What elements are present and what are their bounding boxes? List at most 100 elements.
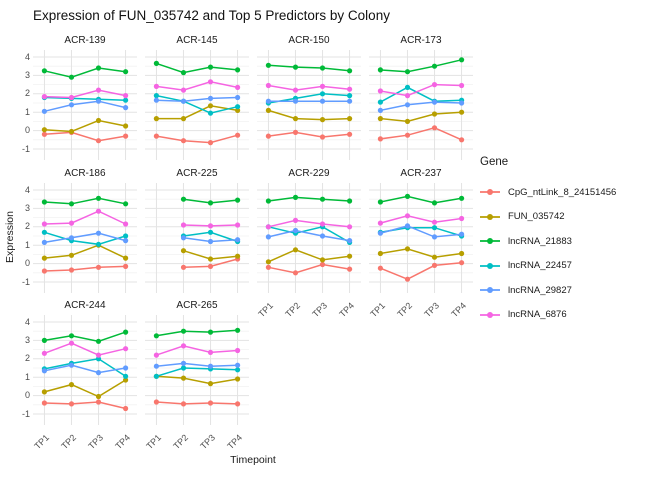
- y-tick-label: 3: [24, 202, 30, 213]
- series-line-lncRNA_21883: [268, 196, 350, 202]
- series-line-lncRNA_29827: [156, 96, 238, 102]
- data-point: [459, 82, 465, 89]
- data-point: [292, 247, 299, 253]
- data-point: [347, 68, 353, 74]
- data-point: [347, 266, 353, 272]
- data-point: [68, 362, 75, 368]
- data-point: [347, 238, 353, 244]
- data-point: [95, 399, 102, 405]
- data-point: [319, 134, 326, 140]
- data-point: [41, 368, 47, 374]
- series-line-CpG_ntLink_8_24151456: [156, 401, 238, 405]
- data-point: [153, 373, 159, 379]
- data-point: [68, 333, 75, 339]
- data-point: [123, 365, 129, 371]
- x-tick-label-text: TP4: [225, 432, 245, 452]
- x-tick-label-text: TP3: [86, 432, 106, 452]
- data-point: [235, 253, 241, 259]
- data-point: [153, 399, 159, 405]
- data-point: [180, 343, 187, 349]
- data-point: [235, 67, 241, 73]
- legend-item-lncRNA_21883: lncRNA_21883: [480, 229, 616, 254]
- series-line-lncRNA_22457: [44, 358, 127, 377]
- facet-title: ACR-244: [64, 300, 106, 311]
- series-line-lncRNA_29827: [268, 229, 350, 242]
- data-point: [123, 373, 129, 379]
- data-point: [180, 87, 187, 93]
- data-point: [404, 213, 411, 219]
- data-point: [235, 94, 241, 101]
- data-point: [41, 337, 47, 343]
- x-tick-label-text: TP2: [395, 300, 415, 320]
- data-point: [459, 137, 465, 143]
- data-point: [265, 264, 271, 270]
- legend-item-label: lncRNA_22457: [508, 260, 572, 272]
- legend: Gene CpG_ntLink_8_24151456 FUN_035742 lncR…: [480, 156, 616, 327]
- y-tick-label: 2: [24, 221, 30, 232]
- data-point: [180, 328, 187, 334]
- data-point: [319, 233, 326, 239]
- data-point: [292, 98, 299, 104]
- data-point: [347, 98, 353, 104]
- data-point: [431, 63, 438, 69]
- data-point: [123, 377, 129, 383]
- data-point: [41, 229, 47, 235]
- data-point: [404, 102, 411, 108]
- data-point: [207, 229, 214, 235]
- series-line-FUN_035742: [44, 379, 126, 398]
- data-point: [292, 227, 299, 234]
- series-line-lncRNA_21883: [268, 64, 350, 72]
- series-line-CpG_ntLink_8_24151456: [44, 131, 126, 142]
- data-point: [207, 263, 214, 269]
- series-line-lncRNA_6876: [156, 81, 238, 91]
- data-point: [292, 64, 299, 70]
- legend-item-label: FUN_035742: [508, 211, 565, 223]
- data-point: [207, 381, 214, 387]
- data-point: [95, 195, 102, 201]
- series-line-lncRNA_21883: [44, 67, 126, 78]
- series-line-lncRNA_6876: [156, 345, 238, 356]
- data-point: [431, 99, 438, 105]
- data-point: [235, 362, 241, 368]
- legend-item-lncRNA_22457: lncRNA_22457: [480, 254, 616, 279]
- series-line-lncRNA_22457: [268, 226, 350, 244]
- legend-key-icon: [480, 311, 500, 318]
- data-point: [41, 350, 47, 356]
- data-point: [41, 94, 47, 100]
- data-point: [459, 250, 465, 257]
- data-point: [319, 261, 326, 268]
- data-point: [180, 116, 187, 122]
- data-point: [265, 98, 271, 104]
- data-point: [319, 83, 326, 89]
- facet-panel-ACR-237: [369, 183, 473, 293]
- data-point: [123, 405, 129, 412]
- data-point: [41, 400, 47, 406]
- data-point: [235, 197, 241, 203]
- data-point: [377, 107, 383, 113]
- legend-items: CpG_ntLink_8_24151456 FUN_035742 lncRNA_21…: [480, 180, 616, 327]
- series-line-lncRNA_6876: [44, 89, 126, 99]
- data-point: [377, 250, 383, 257]
- series-line-FUN_035742: [156, 375, 238, 385]
- x-tick-label-text: TP4: [113, 432, 133, 452]
- data-point: [404, 84, 411, 90]
- data-point: [431, 82, 438, 88]
- data-point: [153, 333, 159, 339]
- y-tick-label: 3: [24, 69, 30, 80]
- data-point: [265, 133, 271, 139]
- series-line-lncRNA_6876: [44, 210, 126, 225]
- y-tick-label: -1: [21, 408, 30, 419]
- data-point: [153, 363, 159, 369]
- data-point: [404, 69, 411, 75]
- data-point: [41, 221, 47, 227]
- data-point: [292, 217, 299, 223]
- data-point: [404, 276, 411, 282]
- data-point: [123, 201, 129, 207]
- data-point: [431, 200, 438, 206]
- data-point: [207, 400, 214, 406]
- y-tick-label: 0: [24, 390, 30, 401]
- data-point: [41, 68, 47, 74]
- facet-title: ACR-139: [64, 35, 106, 46]
- legend-key-icon: [480, 262, 500, 269]
